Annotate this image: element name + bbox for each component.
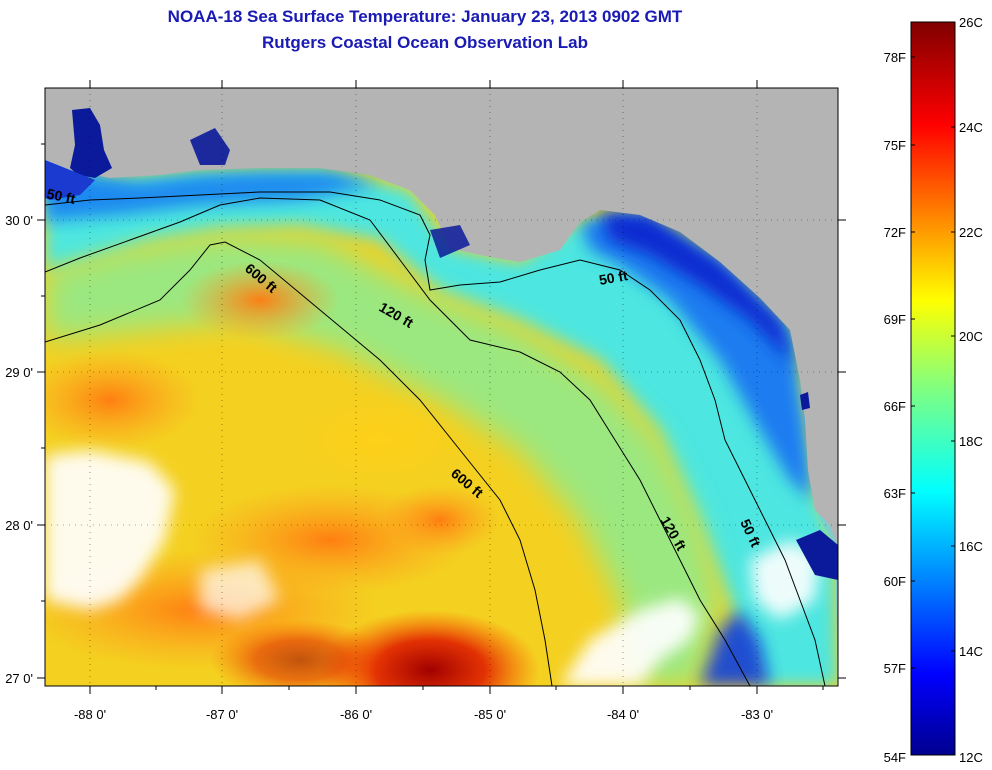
colorbar-f-label: 69F [884,312,906,327]
colorbar-f-label: 54F [884,750,906,765]
contour-120ft [45,197,751,686]
graticule [45,88,838,686]
colorbar-c-label: 20C [959,329,983,344]
contour-600ft [45,241,553,686]
chart-title: NOAA-18 Sea Surface Temperature: January… [167,7,683,26]
x-tick-label: -85 0' [474,707,506,722]
contour-label: 50 ft [45,185,77,207]
x-tick-label: -87 0' [206,707,238,722]
colorbar-c-label: 18C [959,434,983,449]
chart-subtitle: Rutgers Coastal Ocean Observation Lab [262,33,588,52]
x-tick-label: -83 0' [741,707,773,722]
y-tick-label: 27 0' [5,671,33,686]
map-plot-area: 50 ft 600 ft 120 ft 50 ft 600 ft 120 ft … [45,88,838,686]
colorbar-c-label: 16C [959,539,983,554]
colorbar-f-label: 66F [884,399,906,414]
x-tick-label: -86 0' [340,707,372,722]
colorbar-f-label: 75F [884,138,906,153]
map-frame [44,87,839,687]
colorbar-c-label: 26C [959,15,983,30]
colorbar-f-label: 57F [884,661,906,676]
y-tick-label: 30 0' [5,213,33,228]
coastline-land [45,88,838,545]
cloud-mask-east [560,598,700,686]
x-tick-label: -84 0' [607,707,639,722]
colorbar-f-label: 72F [884,225,906,240]
mobile-bay [70,108,112,178]
colorbar-c-label: 24C [959,120,983,135]
colorbar-c-label: 22C [959,225,983,240]
cloud-mask-west [45,450,175,610]
tick-marks [37,80,846,694]
colorbar-f-label: 63F [884,486,906,501]
contour-50ft [45,191,826,686]
contour-label: 50 ft [598,267,629,288]
y-tick-label: 29 0' [5,365,33,380]
y-tick-label: 28 0' [5,518,33,533]
x-tick-label: -88 0' [74,707,106,722]
colorbar-c-label: 12C [959,750,983,765]
colorbar-f-label: 78F [884,50,906,65]
colorbar-c-label: 14C [959,644,983,659]
colorbar-ticks [911,56,955,669]
colorbar-f-label: 60F [884,574,906,589]
colorbar [910,21,956,756]
